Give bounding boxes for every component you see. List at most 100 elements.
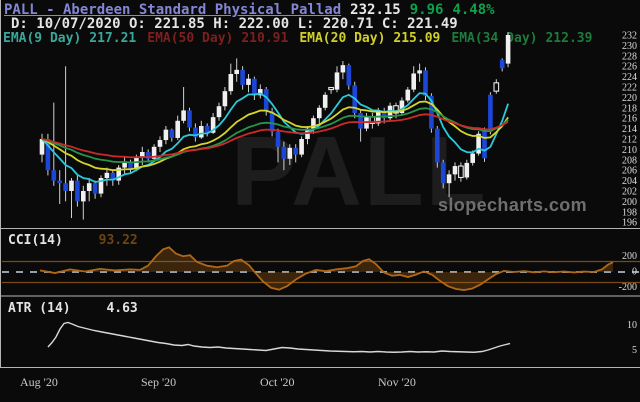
chart-header: PALL - Aberdeen Standard Physical Pallad… [4, 2, 504, 18]
svg-text:200: 200 [622, 197, 637, 208]
candle-body [246, 78, 251, 85]
candle-body [98, 178, 104, 194]
price-change-percent: 4.48% [452, 2, 495, 18]
last-price: 232.15 [350, 2, 401, 18]
candle-body [222, 91, 228, 107]
x-axis-label-nov: Nov '20 [378, 375, 416, 389]
cci-panel-label: CCI(14) 93.22 [8, 233, 138, 248]
candle-body [69, 180, 74, 191]
candle-body [157, 140, 163, 147]
candle-body [417, 70, 422, 74]
candle-body [110, 172, 116, 181]
candle-body [57, 180, 62, 184]
candle-body [175, 120, 180, 138]
panel-borders [0, 0, 640, 368]
svg-text:10: 10 [627, 320, 637, 331]
candle-body [452, 166, 458, 175]
candle-body [104, 172, 110, 178]
svg-text:198: 198 [622, 207, 637, 218]
candle-body [269, 111, 275, 132]
candle-body [476, 133, 481, 154]
svg-text:220: 220 [622, 93, 637, 104]
candle-body [145, 152, 151, 159]
cci-area-fill [40, 247, 613, 291]
ema-20-line [41, 100, 509, 172]
cci-indicator-name: CCI(14) [8, 233, 63, 248]
svg-text:218: 218 [622, 103, 637, 114]
candle-body [499, 59, 505, 69]
candle-body [116, 167, 121, 181]
cci-value: 93.22 [98, 233, 138, 248]
candle-body [234, 69, 239, 74]
svg-text:202: 202 [622, 187, 637, 198]
candle-body [252, 78, 257, 96]
candle-body [204, 126, 210, 133]
candle-body [75, 180, 80, 202]
candle-body [299, 139, 304, 155]
candle-body [446, 174, 452, 184]
svg-text:228: 228 [622, 51, 637, 62]
candle-body [429, 95, 434, 129]
svg-text:0: 0 [632, 267, 637, 278]
candle-body [393, 105, 399, 114]
candle-body [334, 72, 340, 90]
candle-body [435, 128, 440, 163]
candle-body [275, 131, 281, 147]
candle-body [228, 74, 234, 92]
svg-text:200: 200 [622, 251, 637, 262]
candle-body [193, 127, 198, 138]
candle-body [163, 129, 169, 141]
candle-body [128, 162, 133, 170]
svg-text:210: 210 [622, 145, 637, 156]
svg-text:214: 214 [622, 124, 637, 135]
candle-body [51, 170, 57, 181]
ema-legend: EMA(9 Day) 217.21 EMA(50 Day) 210.91 EMA(2… [3, 31, 592, 46]
candle-body [187, 110, 192, 128]
y-axis-ticks: 2322302282262242222202182162142122102082… [619, 31, 637, 357]
candle-body [381, 111, 387, 119]
candle-body [411, 73, 416, 90]
svg-text:222: 222 [622, 83, 637, 94]
candle-body [287, 147, 293, 159]
candle-body [399, 100, 405, 113]
candle-body [464, 162, 470, 178]
candle-body [405, 89, 411, 101]
candle-body [281, 146, 287, 159]
svg-text:5: 5 [632, 345, 637, 356]
svg-text:224: 224 [622, 72, 637, 83]
candle-body [86, 183, 92, 191]
cci-reference-lines [2, 260, 640, 284]
candle-body [423, 70, 428, 96]
candles [39, 32, 511, 220]
cci-curve [39, 246, 614, 291]
candle-body [482, 130, 487, 159]
candle-body [293, 147, 298, 155]
svg-text:208: 208 [622, 155, 637, 166]
atr-curve [47, 321, 511, 353]
x-axis-label-aug: Aug '20 [20, 375, 58, 389]
candle-body [470, 153, 475, 163]
candle-body [45, 139, 51, 171]
candle-body [440, 162, 446, 184]
svg-text:212: 212 [622, 135, 637, 146]
price-change: 9.96 [409, 2, 444, 18]
candle-body [358, 113, 363, 129]
symbol-title-link[interactable]: PALL - Aberdeen Standard Physical Pallad [4, 2, 342, 18]
candle-body [493, 82, 500, 92]
candle-body [216, 106, 222, 118]
candle-body [458, 165, 464, 179]
ema-9-line [41, 92, 509, 183]
candle-body [328, 86, 334, 91]
candle-body [151, 146, 157, 159]
candle-body [258, 89, 263, 96]
atr-indicator-name: ATR (14) [8, 301, 71, 316]
svg-text:230: 230 [622, 41, 637, 52]
ema-50-line [41, 113, 509, 159]
svg-text:206: 206 [622, 166, 637, 177]
candle-body [505, 35, 511, 64]
candle-body [346, 65, 352, 86]
candle-body [488, 94, 493, 132]
ema-legend-34: EMA(34 Day) 212.39 [451, 31, 593, 46]
